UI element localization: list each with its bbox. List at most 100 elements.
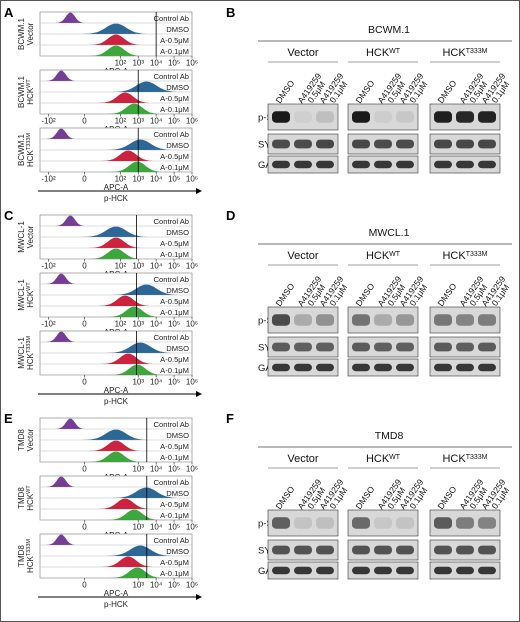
- legend-label: A-0.5μM: [160, 94, 189, 103]
- axis-tick-label: 0: [82, 320, 87, 329]
- axis-tick-label: 10⁴: [150, 378, 163, 387]
- axis-tick-label: 10²: [115, 175, 127, 184]
- histogram-a-0-5-m: [98, 498, 152, 509]
- band: [316, 566, 334, 575]
- band: [374, 160, 392, 169]
- axis-tick-label: 10⁴: [150, 117, 163, 126]
- group-header: HCKWT: [366, 453, 401, 465]
- axis-tick-label: 10⁶: [186, 465, 198, 474]
- axis-tick-label: 0: [82, 465, 87, 474]
- group-header: HCKWT: [366, 250, 401, 262]
- band: [374, 342, 392, 352]
- band: [374, 111, 392, 123]
- legend-label: Control Ab: [154, 72, 189, 81]
- group-header: Vector: [287, 250, 319, 262]
- group-header: Vector: [287, 453, 319, 465]
- band: [352, 160, 370, 169]
- band: [456, 342, 474, 352]
- histogram-control-ab: [55, 418, 86, 429]
- band: [316, 139, 334, 149]
- band: [352, 342, 370, 352]
- band: [272, 160, 290, 169]
- legend-label: Control Ab: [154, 536, 189, 545]
- axis-tick-label: 10⁶: [186, 262, 198, 271]
- band: [434, 342, 452, 352]
- cell-line-label: TMD8Vector: [17, 428, 35, 451]
- axis-tick-label: 0: [82, 262, 87, 271]
- group-header: HCKT333M: [442, 453, 487, 465]
- legend-label: A-0.1μM: [160, 569, 189, 578]
- legend-label: Control Ab: [154, 130, 189, 139]
- histogram-a-0-5-m: [101, 150, 155, 161]
- band: [434, 314, 452, 326]
- axis-tick-label: 10⁴: [150, 581, 163, 590]
- cell-line-label: BCWM.1Vector: [17, 17, 35, 50]
- histogram-control-ab: [46, 273, 77, 284]
- band: [456, 566, 474, 575]
- legend-label: DMSO: [166, 489, 189, 498]
- band: [294, 545, 312, 555]
- histogram-a-0-5-m: [101, 556, 155, 567]
- band: [374, 517, 392, 529]
- band: [478, 111, 496, 123]
- band: [272, 111, 290, 123]
- legend-label: Control Ab: [154, 14, 189, 23]
- flow-plot-mwcl-1-1: Control Ab DMSO A-0.5μM A-0.1μM -10² 0 10² 10³ 1…: [17, 272, 198, 337]
- band: [294, 566, 312, 575]
- legend-label: DMSO: [166, 228, 189, 237]
- axis-tick-label: -10²: [41, 117, 56, 126]
- axis-tick-label: 10⁵: [168, 117, 180, 126]
- band: [272, 545, 290, 555]
- axis-tick-label: 10⁴: [150, 465, 163, 474]
- axis-tick-label: 10³: [132, 581, 144, 590]
- axis-tick-label: 10⁵: [168, 465, 180, 474]
- p-hck-label: p-HCK: [104, 194, 129, 203]
- legend-label: DMSO: [166, 344, 189, 353]
- blot-title: TMD8: [375, 430, 404, 442]
- band: [272, 566, 290, 575]
- legend-label: A-0.5μM: [160, 152, 189, 161]
- histogram-a-0-5-m: [98, 295, 152, 306]
- legend-label: A-0.1μM: [160, 250, 189, 259]
- band: [352, 139, 370, 149]
- histogram-a-0-1-m: [107, 103, 161, 114]
- histogram-dmso: [82, 23, 150, 34]
- legend-label: Control Ab: [154, 420, 189, 429]
- band: [434, 363, 452, 372]
- legend-label: Control Ab: [154, 333, 189, 342]
- axis-tick-label: 10³: [132, 523, 144, 532]
- histogram-control-ab: [55, 12, 86, 23]
- histogram-a-0-1-m: [107, 306, 161, 317]
- axis-tick-label: 0: [82, 523, 87, 532]
- band: [272, 517, 290, 529]
- legend-label: A-0.5μM: [160, 500, 189, 509]
- band: [294, 314, 312, 326]
- histogram-a-0-1-m: [89, 248, 143, 259]
- axis-tick-label: 10⁴: [150, 320, 163, 329]
- legend-label: A-0.5μM: [160, 36, 189, 45]
- axis-tick-label: 0: [82, 378, 87, 387]
- axis-tick-label: 10⁶: [186, 378, 198, 387]
- histogram-dmso: [82, 429, 150, 440]
- legend-label: Control Ab: [154, 275, 189, 284]
- histogram-dmso: [112, 284, 180, 295]
- band: [294, 111, 312, 123]
- flow-plot-bcwm.1-2: Control Ab DMSO A-0.5μM A-0.1μM -10² 0 10² 10³ 1…: [17, 127, 198, 192]
- group-header: HCKWT: [366, 47, 401, 59]
- p-hck-label: p-HCK: [104, 600, 129, 609]
- legend-label: A-0.1μM: [160, 105, 189, 114]
- band: [352, 545, 370, 555]
- histogram-a-0-1-m: [110, 567, 164, 578]
- band: [316, 517, 334, 529]
- axis-tick-label: 10³: [132, 175, 144, 184]
- band: [316, 160, 334, 169]
- histogram-control-ab: [55, 215, 86, 226]
- band: [456, 160, 474, 169]
- band: [352, 314, 370, 326]
- cell-line-label: TMD8HCKWT: [17, 485, 35, 511]
- panel-label-E: E: [4, 411, 13, 426]
- histogram-dmso: [112, 81, 180, 92]
- flow-plot-tmd8-1: Control Ab DMSO A-0.5μM A-0.1μM 0 10³ 10⁴ 10⁵ 10…: [17, 475, 198, 540]
- legend-label: DMSO: [166, 286, 189, 295]
